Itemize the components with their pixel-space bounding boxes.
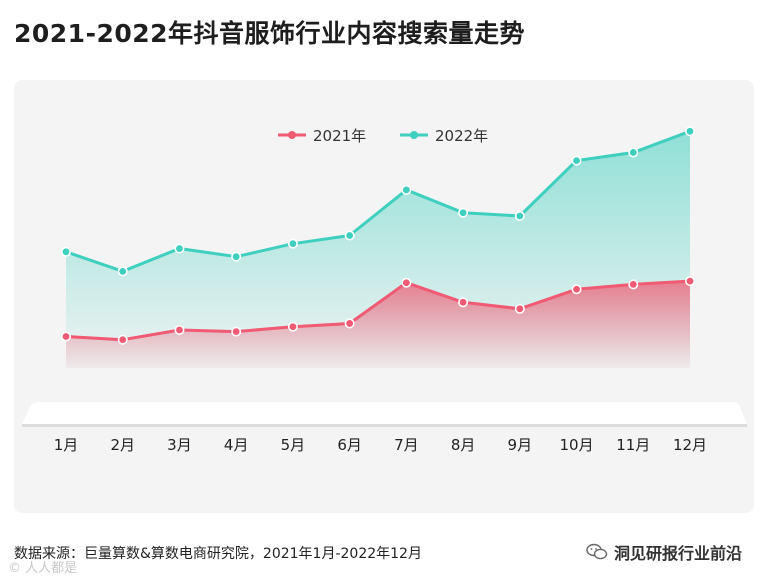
series-line-2022 <box>65 129 691 273</box>
brand-label: 洞见研报行业前沿 <box>586 540 742 564</box>
point-2022-10月 <box>571 155 582 166</box>
point-2021-3月 <box>174 324 185 335</box>
series-2021 <box>60 276 695 368</box>
legend-item-2021: 2021年 <box>278 127 366 145</box>
point-2022-11月 <box>628 147 639 158</box>
x-tick-label: 1月 <box>54 436 79 454</box>
point-2021-5月 <box>287 321 298 332</box>
area-fill-2021 <box>66 281 690 368</box>
x-tick-label: 2月 <box>110 436 135 454</box>
point-2021-11月 <box>628 279 639 290</box>
x-tick-label: 3月 <box>167 436 192 454</box>
points-2022 <box>60 126 695 277</box>
axis-shelf-top <box>22 402 747 424</box>
point-2022-7月 <box>401 184 412 195</box>
point-2022-1月 <box>60 246 71 257</box>
watermark: © 人人都是 <box>8 561 78 576</box>
legend-item-2022: 2022年 <box>400 127 488 145</box>
series-line-2021 <box>65 279 691 342</box>
x-tick-label: 10月 <box>559 436 593 454</box>
point-2021-4月 <box>231 326 242 337</box>
legend: 2021年 2022年 <box>278 127 488 145</box>
x-tick-label: 11月 <box>616 436 650 454</box>
point-2022-6月 <box>344 230 355 241</box>
area-chart: 2021年 2022年 1月 2月 3月 4月 5月 6月 7月 8月 9月 10月 11月 12月 <box>22 126 747 454</box>
chart-title: 2021-2022年抖音服饰行业内容搜索量走势 <box>14 19 526 48</box>
point-2022-9月 <box>514 210 525 221</box>
x-axis-base <box>22 402 747 427</box>
legend-label-2021: 2021年 <box>313 127 366 145</box>
x-tick-label: 9月 <box>508 436 533 454</box>
point-2021-12月 <box>684 276 695 287</box>
legend-label-2022: 2022年 <box>435 127 488 145</box>
data-source: 数据来源：巨量算数&算数电商研究院，2021年1月-2022年12月 <box>14 546 422 562</box>
brand-text: 洞见研报行业前沿 <box>613 544 742 563</box>
point-2022-12月 <box>684 126 695 137</box>
point-2022-4月 <box>231 251 242 262</box>
x-axis-ticks: 1月 2月 3月 4月 5月 6月 7月 8月 9月 10月 11月 12月 <box>54 436 707 454</box>
legend-marker-2021 <box>288 131 296 139</box>
point-2021-10月 <box>571 284 582 295</box>
point-2021-6月 <box>344 318 355 329</box>
x-tick-label: 4月 <box>224 436 249 454</box>
point-2021-1月 <box>60 331 71 342</box>
x-tick-label: 12月 <box>673 436 707 454</box>
point-2021-9月 <box>514 303 525 314</box>
point-2021-7月 <box>401 277 412 288</box>
point-2022-3月 <box>174 243 185 254</box>
point-2022-8月 <box>458 207 469 218</box>
points-2021 <box>60 276 695 345</box>
point-2021-2月 <box>117 334 128 345</box>
x-tick-label: 7月 <box>394 436 419 454</box>
x-tick-label: 6月 <box>337 436 362 454</box>
point-2022-2月 <box>117 266 128 277</box>
x-tick-label: 8月 <box>451 436 476 454</box>
axis-shelf-edge <box>22 424 747 427</box>
wechat-icon <box>586 543 608 560</box>
x-tick-label: 5月 <box>281 436 306 454</box>
point-2021-8月 <box>458 297 469 308</box>
legend-marker-2022 <box>410 131 418 139</box>
point-2022-5月 <box>287 238 298 249</box>
